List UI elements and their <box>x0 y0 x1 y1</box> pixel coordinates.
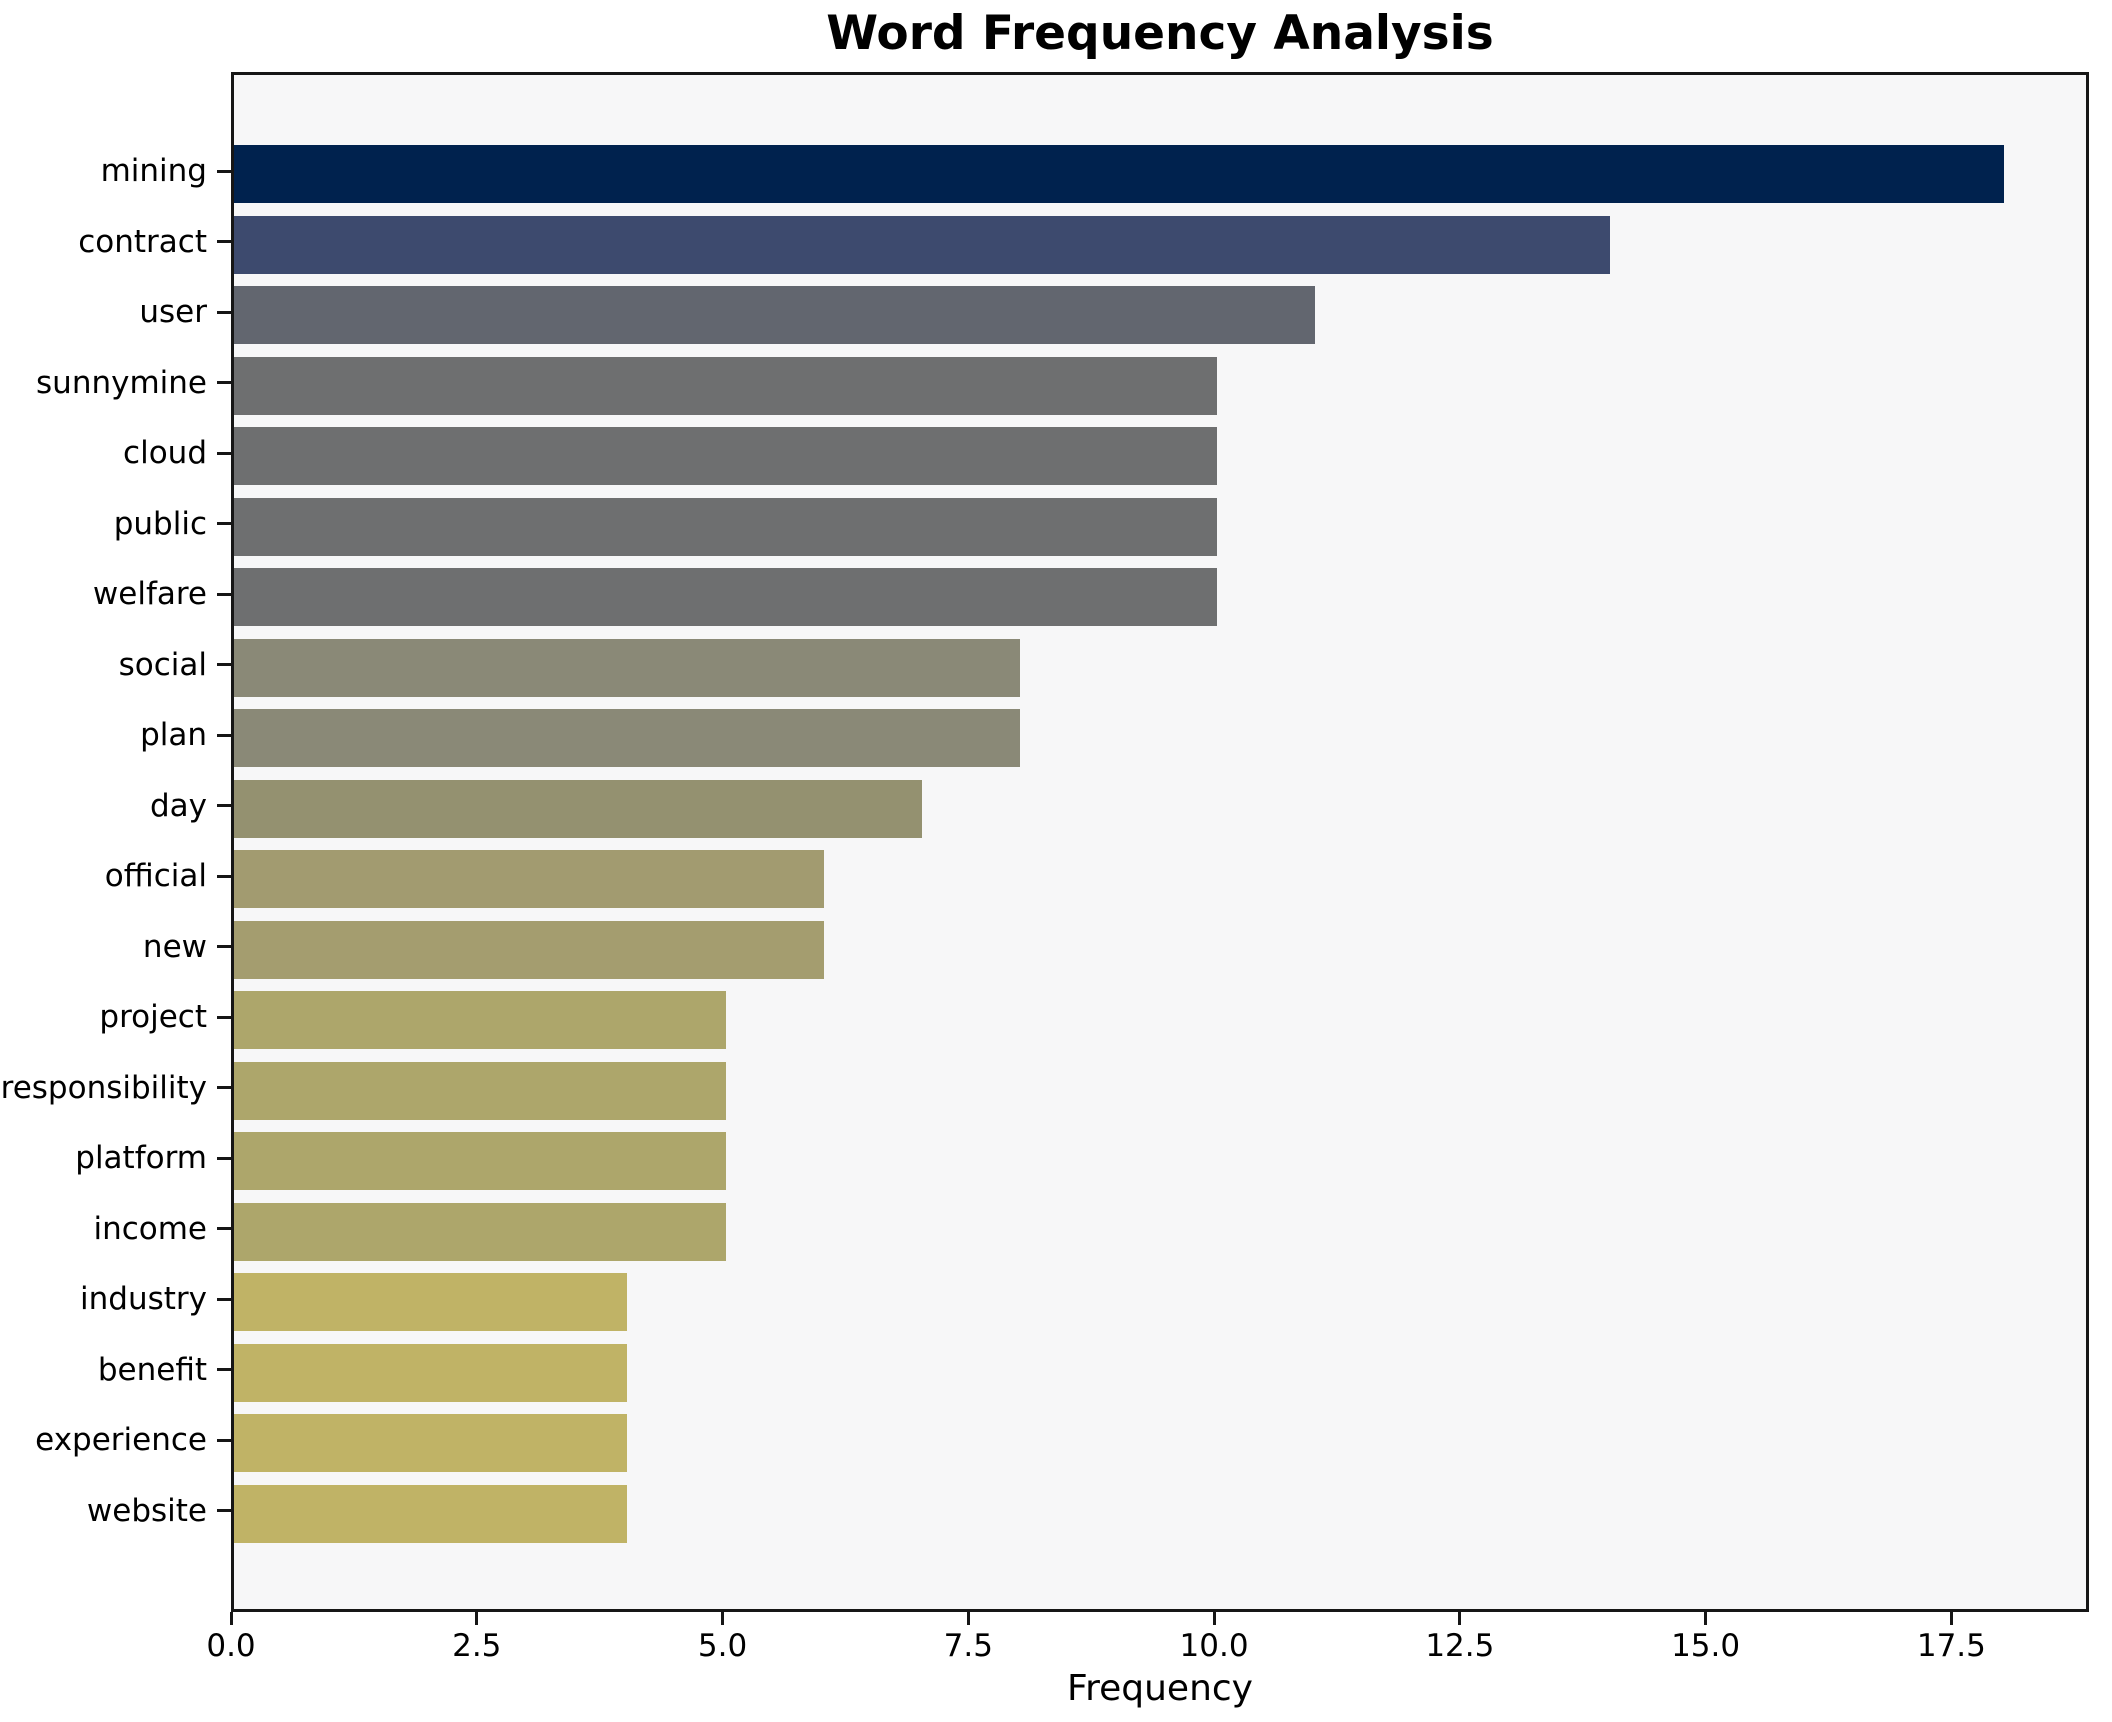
chart-title: Word Frequency Analysis <box>826 6 1494 61</box>
bar-project <box>234 991 726 1049</box>
x-tick-label-2.5: 2.5 <box>452 1628 502 1664</box>
x-tick-label-5.0: 5.0 <box>697 1628 748 1664</box>
x-tick-12.5 <box>1458 1612 1462 1625</box>
bar-benefit <box>234 1343 628 1402</box>
bar-cloud <box>234 427 1218 485</box>
y-tick-day <box>217 804 231 807</box>
y-tick-label-platform: platform <box>75 1140 207 1176</box>
y-tick-label-user: user <box>139 294 207 330</box>
y-tick-contract <box>217 240 231 243</box>
x-tick-2.5 <box>475 1612 479 1625</box>
bar-sunnymine <box>234 356 1218 415</box>
bar-platform <box>234 1132 726 1190</box>
y-tick-experience <box>217 1438 231 1442</box>
x-axis-label: Frequency <box>1067 1668 1253 1709</box>
plot-area <box>231 72 2089 1612</box>
y-tick-platform <box>217 1156 231 1160</box>
x-tick-label-15.0: 15.0 <box>1671 1628 1741 1664</box>
y-tick-label-day: day <box>149 787 207 824</box>
y-tick-label-welfare: welfare <box>92 576 207 612</box>
bar-income <box>234 1202 726 1261</box>
y-tick-label-cloud: cloud <box>123 435 207 471</box>
y-tick-sunnymine <box>217 381 231 384</box>
y-tick-label-plan: plan <box>140 717 207 753</box>
y-tick-project <box>217 1015 231 1019</box>
x-tick-17.5 <box>1949 1612 1953 1625</box>
y-tick-label-social: social <box>118 646 207 683</box>
y-tick-label-project: project <box>99 999 207 1035</box>
y-tick-label-mining: mining <box>100 153 207 189</box>
y-tick-welfare <box>217 592 231 596</box>
y-tick-label-responsibility: responsibility <box>0 1069 207 1106</box>
y-tick-user <box>217 310 231 314</box>
bar-experience <box>234 1414 628 1472</box>
bar-social <box>234 638 1021 697</box>
x-tick-label-0.0: 0.0 <box>206 1628 256 1664</box>
bars-layer <box>234 75 2086 1609</box>
y-tick-label-industry: industry <box>80 1281 207 1317</box>
y-tick-label-official: official <box>104 858 207 894</box>
y-tick-label-sunnymine: sunnymine <box>36 364 207 401</box>
x-tick-7.5 <box>966 1612 970 1625</box>
y-tick-income <box>217 1227 231 1230</box>
bar-industry <box>234 1273 628 1331</box>
bar-user <box>234 286 1316 344</box>
y-tick-cloud <box>217 451 231 455</box>
x-tick-0.0 <box>229 1612 233 1625</box>
x-tick-15.0 <box>1704 1612 1708 1625</box>
y-tick-label-income: income <box>93 1210 207 1247</box>
x-tick-5.0 <box>721 1612 725 1625</box>
y-tick-website <box>217 1509 231 1512</box>
bar-welfare <box>234 568 1218 626</box>
y-tick-plan <box>217 733 231 737</box>
bar-website <box>234 1484 628 1543</box>
y-tick-responsibility <box>217 1086 231 1089</box>
bar-mining <box>234 145 2004 203</box>
x-tick-label-10.0: 10.0 <box>1179 1628 1249 1664</box>
y-tick-label-contract: contract <box>78 223 207 260</box>
bar-responsibility <box>234 1061 726 1120</box>
bar-contract <box>234 215 1611 274</box>
y-tick-benefit <box>217 1368 231 1371</box>
y-tick-official <box>217 874 231 878</box>
x-tick-label-7.5: 7.5 <box>943 1628 993 1664</box>
x-tick-10.0 <box>1212 1612 1216 1625</box>
y-tick-label-new: new <box>142 928 207 965</box>
y-tick-industry <box>217 1297 231 1301</box>
y-tick-label-public: public <box>113 505 207 542</box>
x-tick-label-17.5: 17.5 <box>1916 1628 1986 1664</box>
bar-day <box>234 779 923 838</box>
bar-plan <box>234 709 1021 767</box>
y-tick-label-benefit: benefit <box>97 1351 207 1388</box>
y-tick-new <box>217 945 231 948</box>
y-tick-public <box>217 522 231 525</box>
y-tick-label-experience: experience <box>35 1422 207 1458</box>
bar-new <box>234 920 824 979</box>
bar-public <box>234 497 1218 556</box>
y-tick-mining <box>217 169 231 173</box>
y-tick-social <box>217 663 231 666</box>
bar-official <box>234 850 824 908</box>
x-tick-label-12.5: 12.5 <box>1425 1628 1495 1664</box>
y-tick-label-website: website <box>86 1492 207 1529</box>
